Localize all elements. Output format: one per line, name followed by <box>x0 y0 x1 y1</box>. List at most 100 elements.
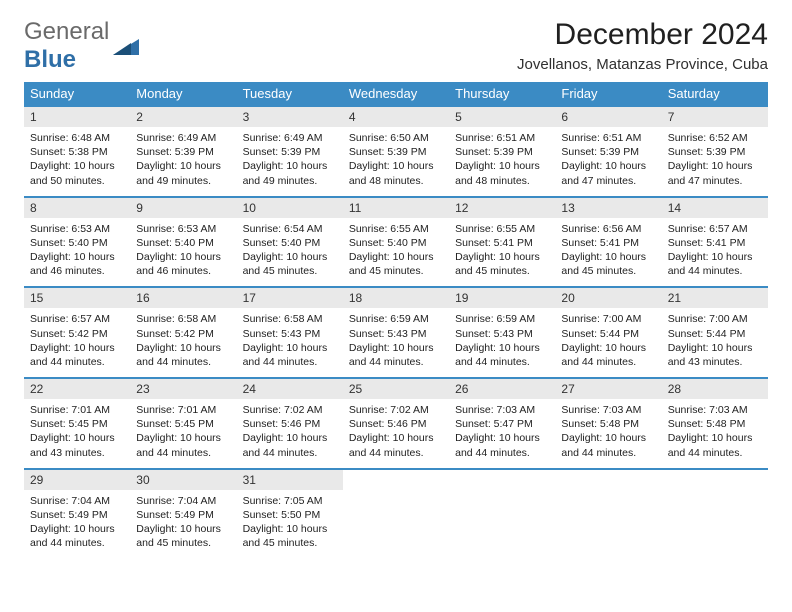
day-detail-cell: Sunrise: 6:58 AMSunset: 5:43 PMDaylight:… <box>237 308 343 378</box>
day-detail-cell: Sunrise: 7:00 AMSunset: 5:44 PMDaylight:… <box>662 308 768 378</box>
day-sr: Sunrise: 7:03 AM <box>455 403 549 417</box>
day-detail-cell: Sunrise: 7:03 AMSunset: 5:47 PMDaylight:… <box>449 399 555 469</box>
day-number-cell: 14 <box>662 197 768 218</box>
brand-logo: General Blue <box>24 18 139 74</box>
day-ss: Sunset: 5:39 PM <box>455 145 549 159</box>
dow-tuesday: Tuesday <box>237 82 343 106</box>
day-d2: and 48 minutes. <box>349 174 443 188</box>
day-number-cell: 15 <box>24 287 130 308</box>
day-d2: and 49 minutes. <box>243 174 337 188</box>
detail-row: Sunrise: 7:04 AMSunset: 5:49 PMDaylight:… <box>24 490 768 559</box>
day-detail-cell: Sunrise: 7:02 AMSunset: 5:46 PMDaylight:… <box>237 399 343 469</box>
day-detail-cell <box>343 490 449 559</box>
daynum-row: 891011121314 <box>24 197 768 218</box>
day-ss: Sunset: 5:40 PM <box>136 236 230 250</box>
day-detail-cell: Sunrise: 6:58 AMSunset: 5:42 PMDaylight:… <box>130 308 236 378</box>
day-sr: Sunrise: 6:58 AM <box>136 312 230 326</box>
day-d2: and 44 minutes. <box>668 446 762 460</box>
day-detail-cell: Sunrise: 7:03 AMSunset: 5:48 PMDaylight:… <box>662 399 768 469</box>
detail-row: Sunrise: 7:01 AM Sunset: 5:45 PM Daylight:… <box>24 399 768 469</box>
day-detail-cell: Sunrise: 6:54 AMSunset: 5:40 PMDaylight:… <box>237 218 343 288</box>
day-d2: and 45 minutes. <box>561 264 655 278</box>
day-detail-cell: Sunrise: 6:59 AMSunset: 5:43 PMDaylight:… <box>343 308 449 378</box>
day-detail-cell: Sunrise: 6:49 AMSunset: 5:39 PMDaylight:… <box>130 127 236 197</box>
day-d2: and 45 minutes. <box>243 536 337 550</box>
day-ss: Sunset: 5:39 PM <box>561 145 655 159</box>
day-detail-cell: Sunrise: 6:55 AMSunset: 5:40 PMDaylight:… <box>343 218 449 288</box>
day-ss: Sunset: 5:47 PM <box>455 417 549 431</box>
day-sr: Sunrise: 6:49 AM <box>136 131 230 145</box>
day-number: 13 <box>561 201 574 215</box>
day-ss: Sunset: 5:41 PM <box>561 236 655 250</box>
day-ss: Sunset: 5:39 PM <box>243 145 337 159</box>
calendar-body: 1234567Sunrise: 6:48 AMSunset: 5:38 PMDa… <box>24 106 768 558</box>
day-detail-cell: Sunrise: 7:01 AMSunset: 5:45 PMDaylight:… <box>24 399 130 469</box>
day-ss: Sunset: 5:45 PM <box>136 417 230 431</box>
day-number-cell: 26 <box>449 378 555 399</box>
day-d1: Daylight: 10 hours <box>136 159 230 173</box>
brand-text: General Blue <box>24 18 109 74</box>
day-number-cell: 21 <box>662 287 768 308</box>
day-number: 16 <box>136 291 149 305</box>
day-ss: Sunset: 5:43 PM <box>349 327 443 341</box>
day-number-cell: 6 <box>555 106 661 127</box>
day-sr: Sunrise: 6:55 AM <box>455 222 549 236</box>
day-ss: Sunset: 5:43 PM <box>455 327 549 341</box>
day-number: 6 <box>561 110 568 124</box>
day-d1: Daylight: 10 hours <box>349 431 443 445</box>
day-d1: Daylight: 10 hours <box>136 341 230 355</box>
day-sr: Sunrise: 7:02 AM <box>243 403 337 417</box>
day-number-cell <box>662 469 768 490</box>
day-d1: Daylight: 10 hours <box>30 159 124 173</box>
day-ss: Sunset: 5:38 PM <box>30 145 124 159</box>
day-d1: Daylight: 10 hours <box>349 341 443 355</box>
day-ss: Sunset: 5:40 PM <box>243 236 337 250</box>
day-number-cell: 3 <box>237 106 343 127</box>
day-d1: Daylight: 10 hours <box>243 522 337 536</box>
page-header: General Blue December 2024 Jovellanos, M… <box>24 18 768 74</box>
day-number: 17 <box>243 291 256 305</box>
day-sr: Sunrise: 7:00 AM <box>668 312 762 326</box>
day-d2: and 45 minutes. <box>349 264 443 278</box>
day-d1: Daylight: 10 hours <box>243 250 337 264</box>
calendar-table: Sunday Monday Tuesday Wednesday Thursday… <box>24 82 768 558</box>
day-d1: Daylight: 10 hours <box>561 250 655 264</box>
day-ss: Sunset: 5:42 PM <box>30 327 124 341</box>
day-number-cell: 13 <box>555 197 661 218</box>
day-number: 1 <box>30 110 37 124</box>
day-detail-cell: Sunrise: 7:03 AMSunset: 5:48 PMDaylight:… <box>555 399 661 469</box>
day-d1: Daylight: 10 hours <box>668 341 762 355</box>
day-number: 23 <box>136 382 149 396</box>
dow-thursday: Thursday <box>449 82 555 106</box>
day-d1: Daylight: 10 hours <box>668 431 762 445</box>
day-d1: Daylight: 10 hours <box>668 250 762 264</box>
brand-part1: General <box>24 18 109 45</box>
day-sr: Sunrise: 7:01 AM <box>30 403 124 417</box>
day-number: 25 <box>349 382 362 396</box>
day-detail-cell: Sunrise: 6:49 AMSunset: 5:39 PMDaylight:… <box>237 127 343 197</box>
day-detail-cell: Sunrise: 6:53 AMSunset: 5:40 PMDaylight:… <box>130 218 236 288</box>
dow-sunday: Sunday <box>24 82 130 106</box>
day-detail-cell: Sunrise: 6:51 AMSunset: 5:39 PMDaylight:… <box>449 127 555 197</box>
day-d2: and 44 minutes. <box>561 355 655 369</box>
day-sr: Sunrise: 6:55 AM <box>349 222 443 236</box>
day-number: 22 <box>30 382 43 396</box>
day-number-cell: 22 <box>24 378 130 399</box>
day-detail-cell <box>662 490 768 559</box>
daynum-row: 293031 <box>24 469 768 490</box>
day-number-cell: 31 <box>237 469 343 490</box>
detail-row: Sunrise: 6:48 AMSunset: 5:38 PMDaylight:… <box>24 127 768 197</box>
day-number: 15 <box>30 291 43 305</box>
day-number-cell: 9 <box>130 197 236 218</box>
day-d1: Daylight: 10 hours <box>30 250 124 264</box>
day-number-cell: 18 <box>343 287 449 308</box>
day-d2: and 44 minutes. <box>30 536 124 550</box>
day-sr: Sunrise: 6:56 AM <box>561 222 655 236</box>
day-detail-cell: Sunrise: 7:04 AMSunset: 5:49 PMDaylight:… <box>130 490 236 559</box>
day-ss: Sunset: 5:46 PM <box>349 417 443 431</box>
day-d1: Daylight: 10 hours <box>30 341 124 355</box>
day-d1: Daylight: 10 hours <box>136 522 230 536</box>
day-d2: and 45 minutes. <box>455 264 549 278</box>
day-number: 31 <box>243 473 256 487</box>
day-sr: Sunrise: 6:49 AM <box>243 131 337 145</box>
